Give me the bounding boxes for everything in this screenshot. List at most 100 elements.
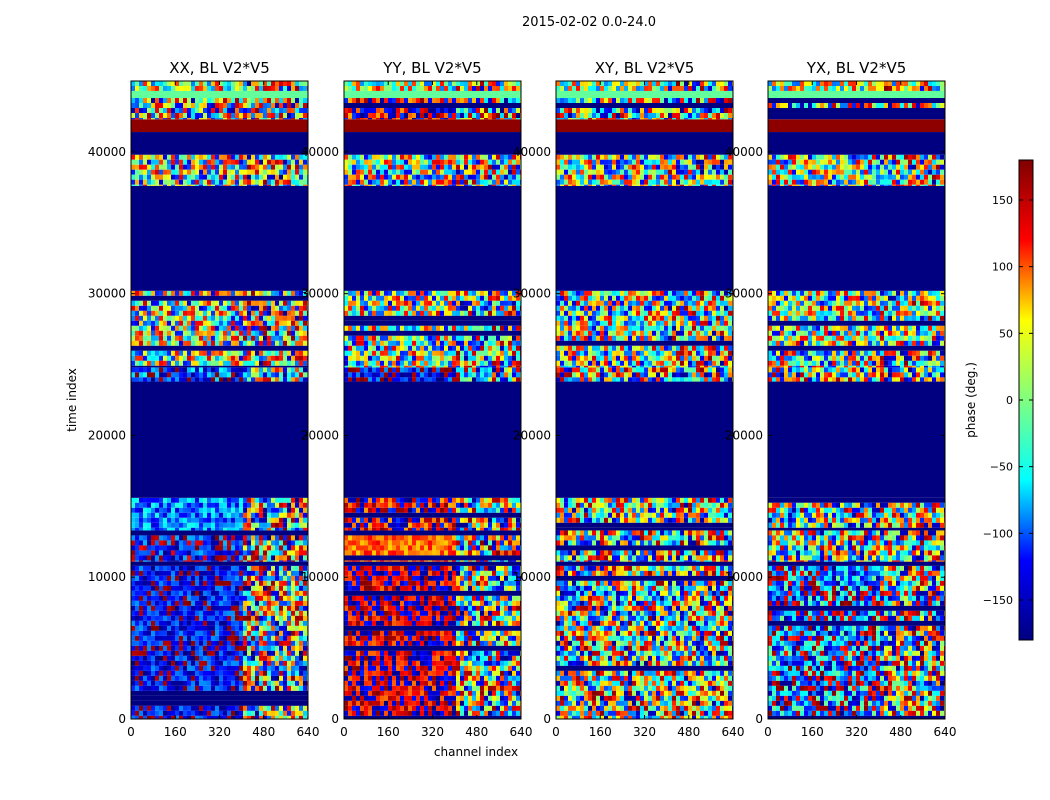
heatmap-cell bbox=[247, 340, 251, 346]
heatmap-cell bbox=[203, 675, 207, 681]
heatmap-cell bbox=[179, 98, 183, 104]
heatmap-cell bbox=[275, 290, 279, 296]
heatmap-cell bbox=[428, 660, 432, 666]
heatmap-cell bbox=[247, 565, 251, 571]
heatmap-cell bbox=[231, 660, 235, 666]
heatmap-cell bbox=[239, 325, 243, 331]
heatmap-cell bbox=[476, 527, 480, 531]
heatmap-cell bbox=[187, 565, 191, 571]
heatmap-cell bbox=[504, 507, 508, 513]
heatmap-cell bbox=[372, 670, 376, 676]
heatmap-cell bbox=[195, 527, 199, 531]
heatmap-cell bbox=[203, 522, 207, 528]
heatmap-cell bbox=[295, 710, 299, 716]
heatmap-cell bbox=[199, 372, 203, 378]
heatmap-cell bbox=[303, 555, 307, 561]
heatmap-cell bbox=[384, 640, 388, 646]
heatmap-cell bbox=[456, 620, 460, 626]
heatmap-cell bbox=[283, 560, 287, 562]
heatmap-cell bbox=[380, 610, 384, 616]
heatmap-cell bbox=[299, 154, 303, 160]
heatmap-cell bbox=[388, 527, 392, 531]
heatmap-cell bbox=[424, 665, 428, 671]
heatmap-cell bbox=[508, 650, 512, 656]
heatmap-cell bbox=[183, 502, 187, 508]
heatmap-cell bbox=[299, 169, 303, 175]
heatmap-cell bbox=[360, 565, 364, 571]
heatmap-cell bbox=[291, 585, 295, 591]
heatmap-cell bbox=[452, 705, 456, 711]
heatmap-cell bbox=[143, 650, 147, 656]
heatmap-cell bbox=[468, 675, 472, 681]
heatmap-cell bbox=[444, 615, 448, 621]
heatmap-cell bbox=[139, 685, 143, 691]
heatmap-cell bbox=[159, 685, 163, 691]
heatmap-cell bbox=[143, 585, 147, 591]
heatmap-cell bbox=[255, 154, 259, 160]
heatmap-cell bbox=[243, 340, 247, 346]
heatmap-cell bbox=[512, 575, 516, 581]
heatmap-cell bbox=[215, 113, 219, 119]
heatmap-cell bbox=[259, 535, 263, 541]
heatmap-cell bbox=[135, 184, 139, 186]
heatmap-cell bbox=[263, 595, 267, 601]
heatmap-cell bbox=[291, 517, 295, 523]
heatmap-cell bbox=[396, 680, 400, 686]
heatmap-cell bbox=[352, 605, 356, 611]
heatmap-cell bbox=[151, 620, 155, 626]
heatmap-cell bbox=[171, 570, 175, 576]
heatmap-cell bbox=[207, 645, 211, 651]
heatmap-cell bbox=[275, 615, 279, 621]
heatmap-cell bbox=[263, 360, 267, 366]
heatmap-cell bbox=[191, 497, 195, 503]
heatmap-cell bbox=[135, 159, 139, 165]
heatmap-cell bbox=[484, 535, 488, 541]
heatmap-cell bbox=[195, 640, 199, 646]
heatmap-cell bbox=[243, 169, 247, 175]
heatmap-cell bbox=[356, 545, 360, 551]
heatmap-cell bbox=[400, 527, 404, 531]
heatmap-cell bbox=[408, 580, 412, 586]
heatmap-cell bbox=[159, 108, 163, 114]
heatmap-cell bbox=[223, 580, 227, 586]
heatmap-cell bbox=[516, 680, 520, 686]
heatmap-cell bbox=[239, 108, 243, 114]
heatmap-cell bbox=[179, 570, 183, 576]
heatmap-cell bbox=[492, 535, 496, 541]
heatmap-cell bbox=[231, 335, 235, 341]
heatmap-cell bbox=[464, 600, 468, 606]
heatmap-cell bbox=[448, 535, 452, 541]
heatmap-cell bbox=[516, 580, 520, 586]
heatmap-cell bbox=[199, 164, 203, 170]
heatmap-cell bbox=[167, 300, 171, 306]
heatmap-cell bbox=[203, 610, 207, 616]
heatmap-cell bbox=[275, 635, 279, 641]
heatmap-cell bbox=[275, 367, 279, 373]
heatmap-cell bbox=[444, 710, 448, 716]
heatmap-cell bbox=[275, 595, 279, 601]
heatmap-cell bbox=[223, 98, 227, 104]
heatmap-cell bbox=[456, 675, 460, 681]
heatmap-cell bbox=[428, 502, 432, 508]
heatmap-cell bbox=[492, 710, 496, 716]
heatmap-cell bbox=[436, 690, 440, 696]
heatmap-cell bbox=[183, 154, 187, 160]
heatmap-cell bbox=[207, 550, 211, 556]
heatmap-cell bbox=[179, 335, 183, 341]
heatmap-cell bbox=[203, 335, 207, 341]
heatmap-cell bbox=[263, 555, 267, 561]
heatmap-cell bbox=[163, 367, 167, 373]
heatmap-cell bbox=[287, 570, 291, 576]
heatmap-cell bbox=[468, 635, 472, 641]
heatmap-cell bbox=[191, 605, 195, 611]
heatmap-cell bbox=[135, 98, 139, 104]
heatmap-cell bbox=[211, 86, 215, 91]
heatmap-cell bbox=[251, 685, 255, 691]
heatmap-cell bbox=[380, 675, 384, 681]
heatmap-cell bbox=[299, 174, 303, 180]
heatmap-cell bbox=[231, 502, 235, 508]
heatmap-cell bbox=[364, 580, 368, 586]
heatmap-cell bbox=[247, 610, 251, 616]
heatmap-cell bbox=[504, 517, 508, 523]
heatmap-cell bbox=[155, 660, 159, 666]
